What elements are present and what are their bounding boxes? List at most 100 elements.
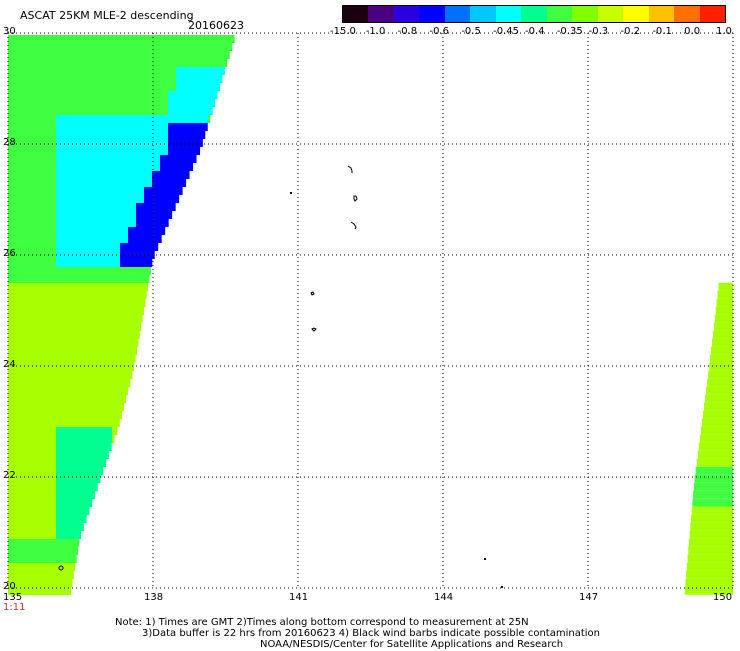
swath-cell [200,83,208,91]
swath-cell [16,267,24,275]
swath-cell [112,267,120,275]
swath-cell [72,107,80,115]
swath-cell [200,99,208,107]
swath-cell [40,515,48,523]
swath-cell [24,203,32,211]
swath-cell [72,339,80,347]
swath-cell [64,571,72,579]
swath-cell [176,51,184,59]
swath-cell [120,411,122,419]
swath-cell [88,403,96,411]
swath-cell [56,467,64,475]
swath-cell [24,187,32,195]
swath-cell [128,203,136,211]
swath-cell [24,467,32,475]
swath-cell [40,51,48,59]
swath-cell [80,243,88,251]
swath-cell [32,427,40,435]
swath-cell [80,131,88,139]
swath-cell [40,235,48,243]
swath-cell [704,403,733,411]
swath-cell [200,131,205,139]
swath-cell [56,555,64,563]
swath-cell [72,539,79,547]
swath-cell [56,355,64,363]
swath-cell [24,579,32,587]
swath-cell [96,259,104,267]
swath-cell [24,243,32,251]
swath-cell [64,331,72,339]
swath-cell [176,155,184,163]
swath-cell [176,35,184,43]
swath-cell [32,139,40,147]
swath-cell [104,179,112,187]
swath-cell [64,379,72,387]
swath-cell [120,275,128,283]
swath-cell [64,259,72,267]
swath-cell [168,195,176,203]
swath-cell [184,139,192,147]
swath-cell [685,579,733,587]
swath-cell [160,235,162,243]
swath-cell [40,195,48,203]
swath-cell [48,147,56,155]
swath-cell [120,203,128,211]
swath-cell [88,67,96,75]
swath-cell [32,259,40,267]
swath-cell [160,211,168,219]
swath-cell [80,227,88,235]
swath-cell [64,163,72,171]
swath-cell [8,267,16,275]
swath-cell [40,563,48,571]
swath-cell [136,139,144,147]
swath-cell [8,211,16,219]
swath-cell [72,291,80,299]
swath-cell [16,315,24,323]
swath-cell [176,139,184,147]
swath-cell [184,107,192,115]
swath-cell [56,115,64,123]
swath-cell [16,387,24,395]
swath-cell [48,435,56,443]
swath-cell [120,59,128,67]
swath-cell [96,99,104,107]
swath-cell [144,123,152,131]
swath-cell [72,555,77,563]
swath-cell [88,363,96,371]
swath-cell [80,195,88,203]
swath-cell [192,147,200,155]
swath-cell [112,235,120,243]
swath-cell [40,267,48,275]
swath-cell [8,523,16,531]
latitude-label: 22 [3,470,16,482]
swath-cell [144,67,152,75]
swath-cell [40,59,48,67]
swath-cell [64,395,72,403]
swath-cell [72,459,80,467]
swath-cell [160,163,168,171]
swath-cell [160,131,168,139]
swath-cell [8,379,16,387]
swath-cell [16,115,24,123]
swath-cell [48,267,56,275]
swath-cell [48,307,56,315]
swath-cell [168,155,176,163]
swath-cell [48,323,56,331]
swath-cell [72,99,80,107]
swath-cell [56,443,64,451]
swath-cell [144,147,152,155]
swath-cell [144,99,152,107]
swath-cell [72,75,80,83]
swath-cell [144,43,152,51]
swath-cell [72,59,80,67]
swath-cell [224,59,227,67]
swath-cell [8,299,16,307]
swath-cell [128,355,136,363]
swath-cell [8,275,16,283]
swath-cell [64,75,72,83]
swath-cell [16,443,24,451]
swath-cell [48,483,56,491]
island-outline [501,586,503,588]
swath-cell [72,203,80,211]
swath-cell [80,499,88,507]
